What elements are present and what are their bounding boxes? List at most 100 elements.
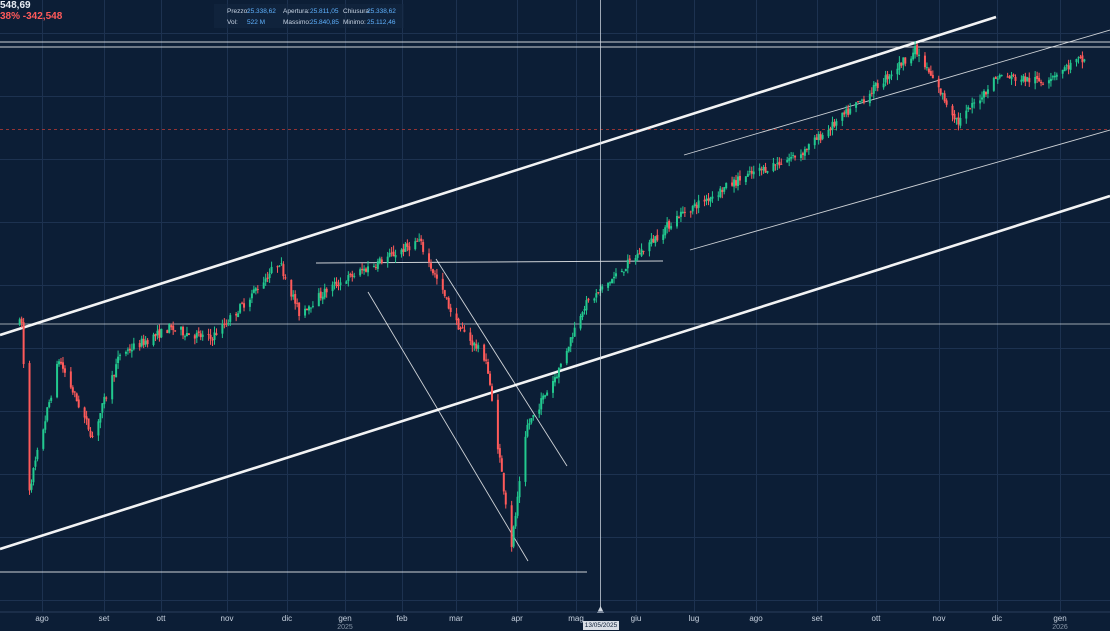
ohlc-info-panel: Prezzo: 25.338,62 Apertura: 25.811,05 Ch…: [214, 4, 404, 28]
candle-body: [557, 368, 560, 378]
candle-body: [227, 323, 230, 325]
candle-body: [418, 239, 421, 241]
candle-body: [44, 421, 47, 430]
candle-body: [183, 336, 186, 338]
candle-body: [526, 424, 529, 437]
candle-body: [984, 91, 987, 95]
candle-body: [794, 155, 797, 158]
candle-body: [1006, 76, 1009, 78]
candle-body: [597, 292, 600, 294]
candle-body: [447, 297, 450, 309]
candle-body: [831, 121, 834, 130]
candle-body: [679, 211, 682, 217]
candle-body: [565, 351, 568, 364]
candle-body: [278, 265, 281, 267]
candle-body: [721, 190, 724, 193]
candle-body: [939, 88, 942, 95]
candle-body: [197, 331, 200, 333]
candle-body: [1034, 77, 1037, 84]
candle-body: [160, 328, 163, 338]
candle-body: [89, 430, 92, 437]
candle-body: [207, 333, 210, 335]
header-change: 38% -342,548: [0, 11, 63, 22]
candle-body: [731, 182, 734, 186]
candle-body: [201, 334, 204, 337]
candle-body: [943, 93, 946, 102]
candle-body: [902, 57, 905, 66]
candle-body: [469, 332, 472, 341]
candle-body: [264, 278, 267, 282]
candle-body: [959, 118, 962, 126]
candle-body: [280, 263, 283, 265]
channel-upper-line: [0, 15, 997, 337]
candle-body: [487, 361, 490, 374]
candle-body: [813, 137, 816, 146]
candle-body: [884, 75, 887, 83]
candle-body: [461, 327, 464, 329]
candle-body: [172, 325, 175, 331]
candle-body: [801, 153, 804, 156]
candle-body: [323, 288, 326, 298]
candle-body: [477, 345, 480, 349]
candle-body: [1077, 57, 1080, 59]
candle-body: [363, 268, 366, 271]
candle-body: [746, 173, 749, 177]
candle-body: [250, 293, 253, 299]
candle-body: [516, 496, 519, 516]
x-tick-label: ago: [749, 614, 763, 623]
candle-body: [262, 282, 265, 289]
candle-body: [455, 313, 458, 321]
candle-body: [337, 284, 340, 287]
candle-body: [967, 107, 970, 110]
candle-body: [719, 188, 722, 198]
candle-body: [862, 99, 865, 103]
candle-body: [1042, 83, 1045, 85]
candle-body: [75, 393, 78, 402]
candle-body: [697, 200, 700, 208]
candle-body: [435, 274, 438, 279]
candle-body: [611, 279, 614, 284]
candle-body: [431, 269, 434, 274]
candle-body: [1024, 76, 1027, 83]
candle-body: [904, 57, 907, 64]
candle-body: [170, 325, 173, 328]
x-tick-label: ott: [156, 614, 166, 623]
candle-body: [168, 324, 171, 333]
candle-body: [827, 129, 830, 137]
candle-body: [882, 83, 885, 88]
candle-body: [772, 163, 775, 171]
candle-body: [504, 492, 507, 505]
candle-body: [585, 300, 588, 311]
candle-body: [1010, 75, 1013, 80]
candle-body: [833, 122, 836, 127]
candle-body: [56, 363, 59, 398]
candle-body: [132, 343, 135, 350]
minor-channel-lower: [689, 129, 1110, 251]
candle-body: [888, 76, 891, 79]
candle-body: [392, 251, 395, 257]
candle-body: [945, 100, 948, 105]
candle-body: [518, 481, 521, 498]
diagonal-line-down-2: [435, 258, 568, 467]
candle-body: [471, 340, 474, 346]
candle-body: [390, 252, 393, 254]
candle-body: [524, 436, 527, 482]
candle-body: [414, 241, 417, 250]
candle-body: [986, 89, 989, 94]
candle-body: [50, 397, 53, 401]
trendline-drawings: [0, 15, 1110, 573]
candle-body: [855, 102, 858, 108]
minor-channel-upper: [683, 29, 1110, 156]
candle-body: [815, 137, 818, 140]
candle-body: [819, 134, 822, 141]
candle-body: [158, 329, 161, 338]
volume-value: 522 M: [247, 19, 266, 26]
candle-body: [311, 305, 314, 307]
candle-body: [607, 282, 610, 288]
candle-body: [268, 273, 271, 279]
candle-body: [1051, 76, 1054, 78]
candle-body: [182, 326, 185, 336]
candle-body: [799, 154, 802, 158]
candle-body: [845, 109, 848, 114]
